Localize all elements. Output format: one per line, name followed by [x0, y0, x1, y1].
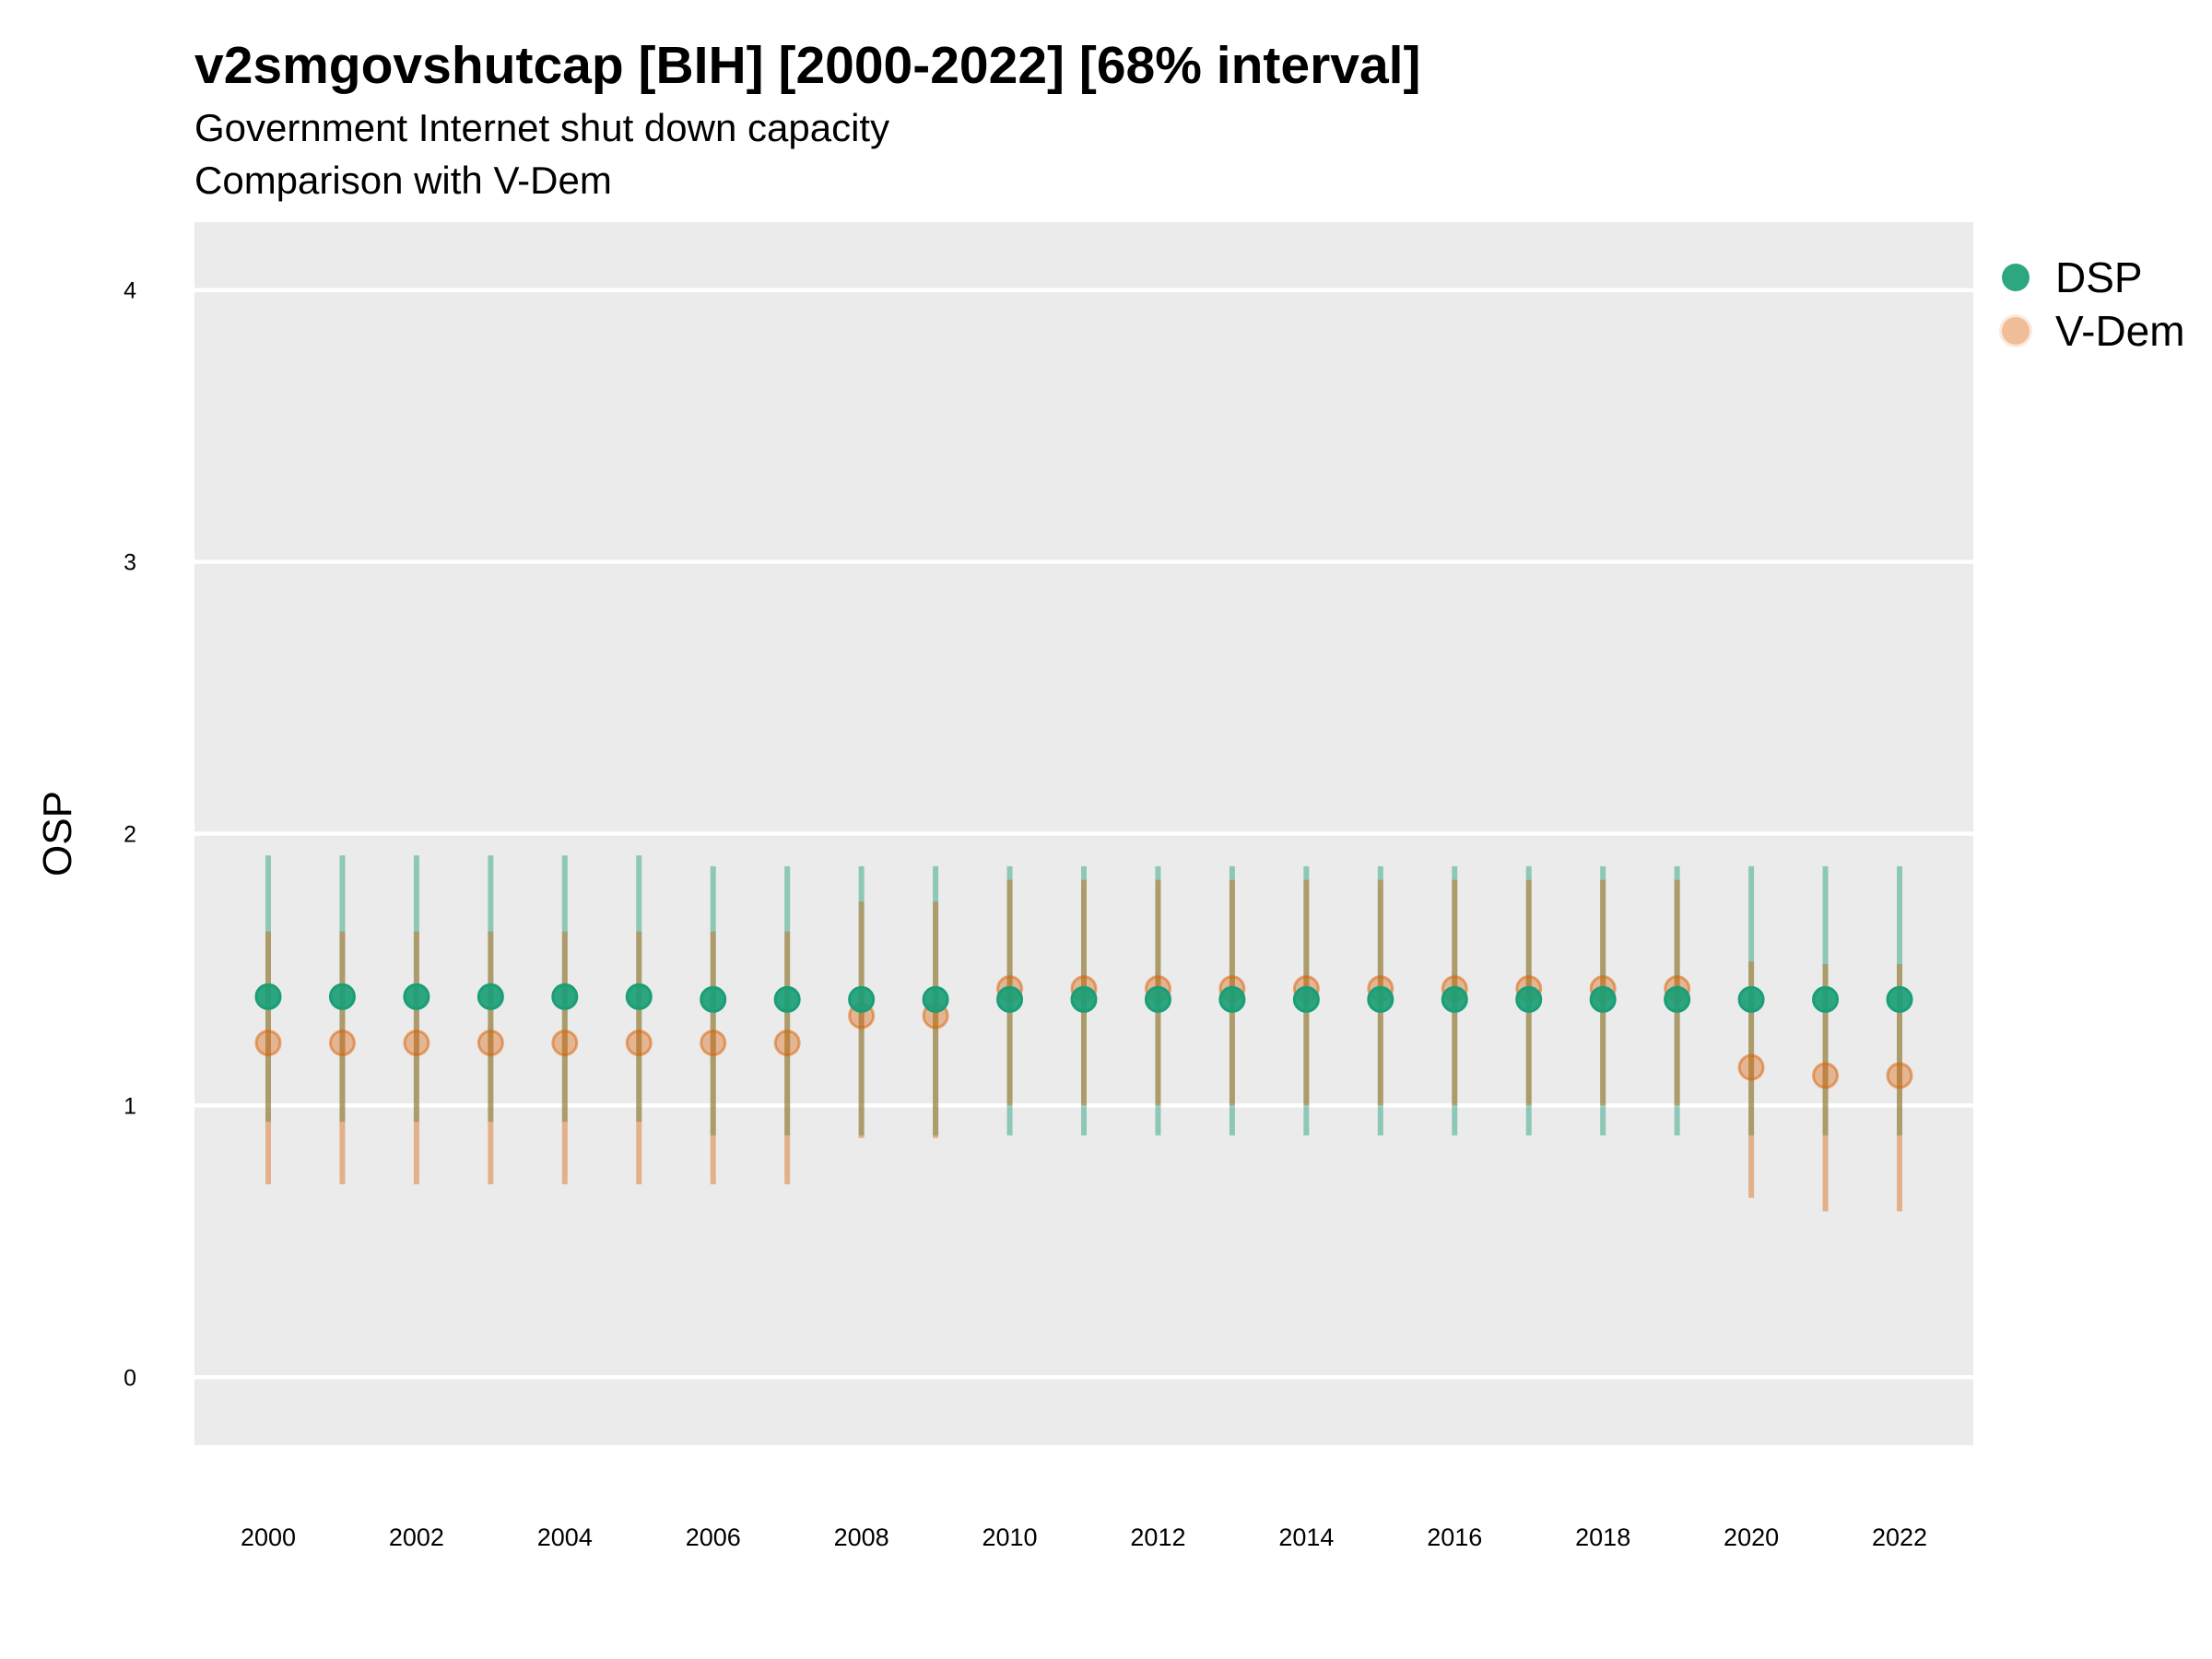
dsp-point	[1515, 985, 1543, 1013]
vdem-point	[403, 1030, 430, 1057]
dsp-point	[1664, 985, 1691, 1013]
y-tick-label: 1	[124, 1093, 136, 1119]
dsp-point	[1737, 985, 1765, 1013]
x-tick-label: 2012	[1130, 1524, 1185, 1551]
vdem-point	[551, 1030, 579, 1057]
x-tick-label: 2020	[1724, 1524, 1779, 1551]
dsp-point	[477, 982, 504, 1010]
x-tick-label: 2008	[834, 1524, 889, 1551]
y-tick-label: 2	[124, 822, 136, 848]
dsp-point	[625, 982, 653, 1010]
legend-label-vdem: V-Dem	[2055, 307, 2185, 355]
dsp-point	[254, 982, 282, 1010]
x-tick-label: 2002	[389, 1524, 444, 1551]
chart-title: v2smgovshutcap [BIH] [2000-2022] [68% in…	[194, 36, 1421, 95]
chart-subtitle-2: Comparison with V-Dem	[194, 159, 612, 202]
dsp-point	[1144, 985, 1171, 1013]
legend-item-vdem: V-Dem	[2002, 304, 2185, 358]
dsp-point	[551, 982, 579, 1010]
y-tick-label: 0	[124, 1365, 136, 1391]
x-tick-label: 2022	[1872, 1524, 1927, 1551]
vdem-point	[773, 1030, 801, 1057]
dsp-point	[1070, 985, 1098, 1013]
dsp-point	[773, 985, 801, 1013]
vdem-point	[1812, 1062, 1840, 1089]
y-tick-label: 4	[124, 278, 136, 304]
dsp-point	[1886, 985, 1913, 1013]
vdem-point	[625, 1030, 653, 1057]
chart-subtitle: Government Internet shut down capacity	[194, 106, 890, 149]
vdem-point	[477, 1030, 504, 1057]
x-tick-label: 2014	[1278, 1524, 1334, 1551]
dsp-point	[996, 985, 1024, 1013]
dsp-point	[328, 982, 356, 1010]
dsp-point	[1812, 985, 1840, 1013]
vdem-point	[700, 1030, 727, 1057]
vdem-point	[1737, 1053, 1765, 1081]
dsp-point	[1589, 985, 1617, 1013]
x-tick-label: 2010	[982, 1524, 1038, 1551]
y-tick-label: 3	[124, 550, 136, 576]
x-tick-label: 2018	[1575, 1524, 1630, 1551]
dsp-point	[922, 985, 949, 1013]
dsp-point	[1218, 985, 1246, 1013]
dsp-point	[403, 982, 430, 1010]
dsp-point	[1367, 985, 1394, 1013]
dsp-point	[1441, 985, 1468, 1013]
dsp-point	[1292, 985, 1320, 1013]
x-tick-label: 2004	[537, 1524, 593, 1551]
legend: DSP V-Dem	[2002, 251, 2185, 358]
y-axis-label: OSP	[35, 791, 80, 877]
dsp-point	[848, 985, 876, 1013]
vdem-point	[254, 1030, 282, 1057]
x-tick-label: 2016	[1427, 1524, 1482, 1551]
vdem-point	[1886, 1062, 1913, 1089]
legend-key-vdem	[2002, 317, 2030, 345]
legend-item-dsp: DSP	[2002, 251, 2185, 304]
legend-key-dsp	[2002, 264, 2030, 291]
vdem-point	[328, 1030, 356, 1057]
x-tick-label: 2006	[686, 1524, 741, 1551]
dsp-point	[700, 985, 727, 1013]
legend-label-dsp: DSP	[2055, 253, 2143, 301]
x-tick-label: 2000	[241, 1524, 296, 1551]
